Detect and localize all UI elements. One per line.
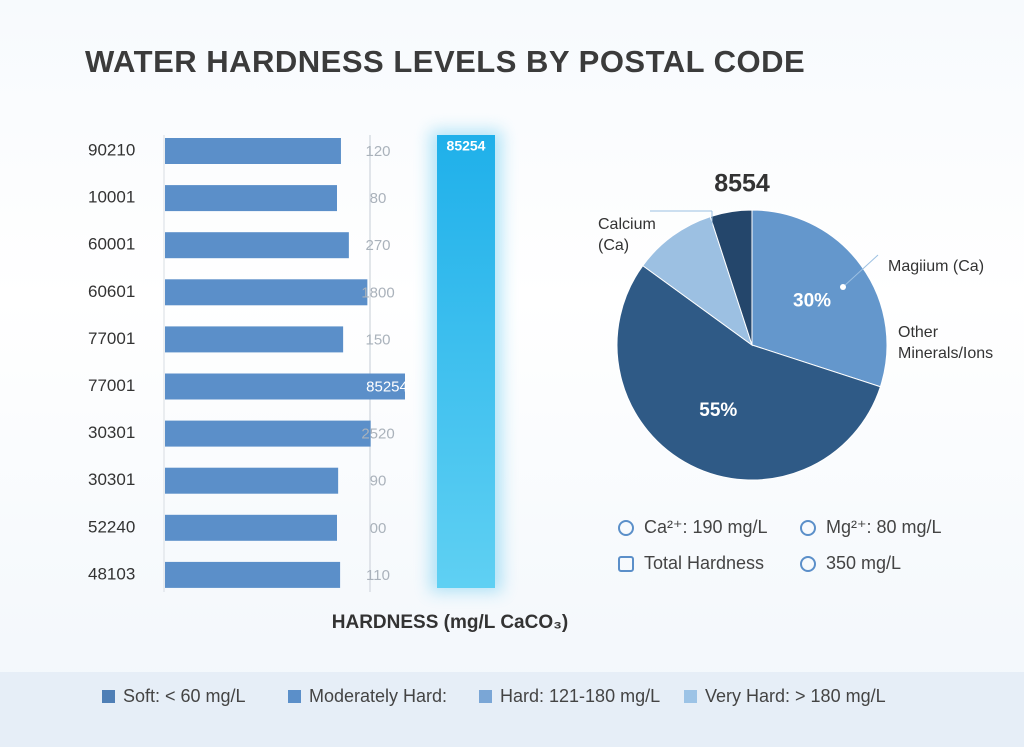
stat-text: 350 mg/L <box>826 553 902 573</box>
value-label: 00 <box>370 520 387 537</box>
pie-annotation: Other Minerals/Ions <box>898 324 994 362</box>
title: WATER HARDNESS LEVELS BY POSTAL CODE <box>85 44 806 79</box>
y-tick-label: 48103 <box>88 564 135 583</box>
legend-swatch <box>479 690 492 703</box>
legend-label: Moderately Hard: <box>309 686 448 706</box>
highlight-label: 85254 <box>447 138 486 154</box>
y-tick-label: 60601 <box>88 282 135 301</box>
y-tick-label: 90210 <box>88 140 135 159</box>
legend-label: Very Hard: > 180 mg/L <box>705 686 886 706</box>
pie-slice <box>709 209 753 346</box>
stat-text: Total Hardness <box>644 553 765 573</box>
value-label: 2520 <box>361 426 394 443</box>
pie-annotation: Calcium (Ca) <box>598 216 656 254</box>
y-tick-label: 60001 <box>88 235 135 254</box>
icon <box>800 555 816 572</box>
legend-item: Very Hard: > 180 mg/L <box>684 686 886 707</box>
value-label: 110 <box>366 567 390 584</box>
legend-swatch <box>684 690 697 703</box>
y-tick-label: 30301 <box>88 470 135 489</box>
highlight-column <box>437 135 495 588</box>
value-label: 150 <box>365 331 390 348</box>
value-label: 85254 <box>366 378 408 395</box>
y-tick-label: 52240 <box>88 517 135 536</box>
stat: 350 mg/L <box>800 553 901 574</box>
legend-swatch <box>288 690 301 703</box>
bar <box>165 467 339 494</box>
legend-item: Hard: 121-180 mg/L <box>479 686 660 707</box>
value-label: 270 <box>365 237 390 254</box>
legend-label: Hard: 121-180 mg/L <box>500 686 661 706</box>
bar <box>165 420 371 447</box>
legend-label: Soft: < 60 mg/L <box>123 686 246 706</box>
bar <box>165 514 337 541</box>
slice-label: 55% <box>699 400 737 421</box>
leader-dot <box>840 284 846 290</box>
stat: Ca²⁺: 190 mg/L <box>618 517 768 538</box>
value-label: 90 <box>370 473 387 490</box>
value-label: 1800 <box>361 284 394 301</box>
icon <box>618 555 634 572</box>
stat: Mg²⁺: 80 mg/L <box>800 517 942 538</box>
icon <box>800 519 816 536</box>
y-tick-label: 30301 <box>88 423 135 442</box>
bar <box>165 138 341 164</box>
stat-text: Mg²⁺: 80 mg/L <box>826 517 942 537</box>
bar <box>165 561 341 588</box>
pie-slice <box>751 209 888 388</box>
bar <box>165 279 368 306</box>
leader <box>842 254 879 288</box>
x-axis-title: HARDNESS (mg/L CaCO₃) <box>331 612 569 633</box>
footer <box>0 672 1024 747</box>
pie-title: 8554 <box>714 170 770 198</box>
legend-swatch <box>102 690 115 703</box>
pie-annotation: Magiium (Ca) <box>888 258 985 275</box>
y-tick-label: 77001 <box>88 329 135 348</box>
slice-label: 30% <box>793 290 831 311</box>
pie-slice <box>616 264 882 481</box>
bar <box>165 326 344 353</box>
legend-item: Moderately Hard: <box>288 686 447 707</box>
pie-slice <box>642 215 753 347</box>
icon <box>618 519 634 536</box>
bar <box>165 373 405 400</box>
stat: Total Hardness <box>618 553 764 574</box>
legend-item: Soft: < 60 mg/L <box>102 686 246 707</box>
bar <box>165 185 337 212</box>
y-tick-label: 10001 <box>88 188 135 207</box>
stat-text: Ca²⁺: 190 mg/L <box>644 517 768 537</box>
bar <box>165 232 349 259</box>
value-label: 80 <box>370 190 387 207</box>
value-label: 120 <box>365 143 390 160</box>
y-tick-label: 77001 <box>88 376 135 395</box>
